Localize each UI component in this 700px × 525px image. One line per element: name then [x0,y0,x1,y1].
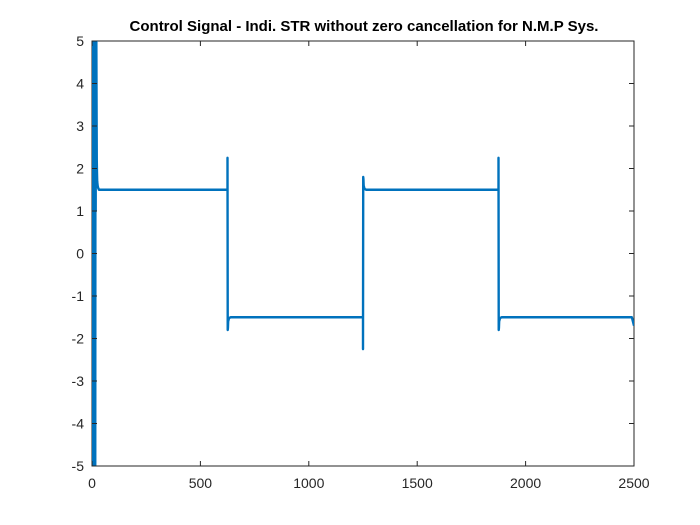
x-tick-label: 1500 [402,475,433,491]
x-tick-label: 2500 [618,475,649,491]
x-tick-label: 1000 [293,475,324,491]
y-tick-label: -1 [72,288,85,304]
y-tick-label: 1 [76,203,84,219]
y-tick-label: -2 [72,331,85,347]
y-tick-label: 3 [76,118,84,134]
series-line-0 [92,41,634,466]
x-tick-label: 500 [189,475,213,491]
y-tick-label: 2 [76,161,84,177]
y-tick-label: 5 [76,33,84,49]
y-tick-label: 4 [76,76,84,92]
y-tick-label: 0 [76,246,84,262]
axis-ticks: 0 500 1000 1500 2000 2500 5 4 3 2 1 0 -1 -2 -3 -4 -5 [72,33,650,491]
y-tick-label: -4 [72,416,85,432]
chart-title: Control Signal - Indi. STR without zero … [130,18,599,35]
y-tick-label: -3 [72,373,85,389]
x-tick-label: 0 [88,475,96,491]
plot-area [91,40,635,467]
y-tick-label: -5 [72,458,85,474]
x-tick-label: 2000 [510,475,541,491]
